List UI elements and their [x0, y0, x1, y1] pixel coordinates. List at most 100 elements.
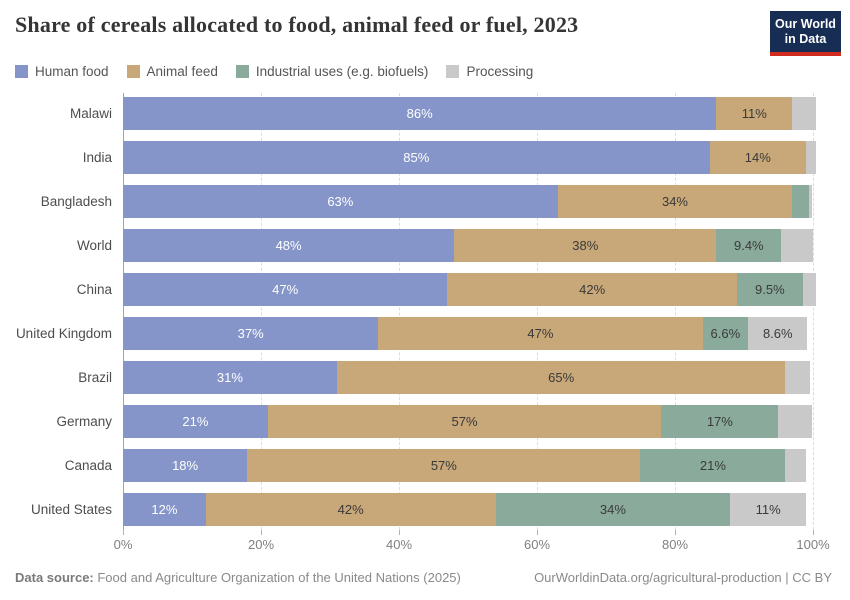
row-label-brazil[interactable]: Brazil	[78, 370, 112, 385]
bar-segment-processing[interactable]	[806, 141, 817, 174]
bar-row-united-states: 12% 42% 34% 11%	[123, 493, 807, 526]
legend-item-0[interactable]: Human food	[15, 64, 109, 79]
bar-segment-processing[interactable]	[785, 361, 811, 394]
bar-segment-animal[interactable]: 14%	[709, 141, 807, 174]
bar-value-label: 86%	[406, 106, 433, 121]
bar-row-canada: 18% 57% 21%	[123, 449, 807, 482]
bar-segment-processing[interactable]: 11%	[730, 493, 807, 526]
bar-segment-human[interactable]: 48%	[123, 229, 455, 262]
bar-segment-animal[interactable]: 57%	[267, 405, 662, 438]
bar-segment-industrial[interactable]: 9.5%	[737, 273, 803, 306]
footer: Data source: Food and Agriculture Organi…	[15, 570, 832, 585]
axis-tick-label: 0%	[113, 537, 133, 552]
bar-value-label: 17%	[706, 414, 733, 429]
bar-segment-processing[interactable]	[792, 97, 817, 130]
bar-row-germany: 21% 57% 17%	[123, 405, 812, 438]
bar-segment-processing[interactable]	[802, 273, 817, 306]
legend-item-label: Industrial uses (e.g. biofuels)	[255, 64, 429, 79]
bar-row-malawi: 86% 11%	[123, 97, 817, 130]
row-label-world[interactable]: World	[76, 238, 112, 253]
bar-segment-processing[interactable]	[808, 185, 813, 218]
legend-item-2[interactable]: Industrial uses (e.g. biofuels)	[235, 64, 429, 79]
row-label-india[interactable]: India	[82, 150, 112, 165]
axis-tick	[813, 530, 814, 535]
row-label-china[interactable]: China	[76, 282, 112, 297]
data-source: Data source: Food and Agriculture Organi…	[15, 570, 461, 585]
bar-segment-industrial[interactable]: 17%	[661, 405, 779, 438]
bar-value-label: 42%	[579, 282, 606, 297]
owid-link[interactable]: OurWorldinData.org/agricultural-producti…	[534, 570, 832, 585]
bar-segment-industrial[interactable]: 21%	[640, 449, 786, 482]
bar-segment-human[interactable]: 31%	[123, 361, 337, 394]
row-label-united-states[interactable]: United States	[30, 502, 112, 517]
legend-item-label: Animal feed	[146, 64, 218, 79]
bar-segment-human[interactable]: 63%	[123, 185, 558, 218]
bar-row-bangladesh: 63% 34%	[123, 185, 813, 218]
bar-value-label: 12%	[151, 502, 178, 517]
row-label-germany[interactable]: Germany	[56, 414, 112, 429]
bar-segment-human[interactable]: 47%	[123, 273, 448, 306]
bar-segment-animal[interactable]: 42%	[447, 273, 738, 306]
legend-swatch-icon	[126, 65, 140, 78]
bar-segment-animal[interactable]: 34%	[557, 185, 793, 218]
axis-tick	[399, 530, 400, 535]
owid-logo[interactable]: Our World in Data	[770, 11, 841, 56]
bar-value-label: 18%	[172, 458, 199, 473]
bar-segment-human[interactable]: 85%	[123, 141, 710, 174]
bar-value-label: 37%	[237, 326, 264, 341]
row-label-united-kingdom[interactable]: United Kingdom	[15, 326, 112, 341]
bar-value-label: 21%	[699, 458, 726, 473]
bar-segment-animal[interactable]: 47%	[378, 317, 703, 350]
row-label-malawi[interactable]: Malawi	[69, 106, 112, 121]
bar-segment-animal[interactable]: 57%	[247, 449, 641, 482]
axis-tick-label: 100%	[796, 537, 830, 552]
bar-segment-processing[interactable]	[781, 229, 813, 262]
bar-value-label: 9.4%	[733, 238, 764, 253]
axis-tick	[261, 530, 262, 535]
bar-value-label: 57%	[451, 414, 478, 429]
bar-segment-processing[interactable]: 8.6%	[748, 317, 808, 350]
legend-item-3[interactable]: Processing	[446, 64, 533, 79]
plot-area: 86% 11% 85% 14% 63% 34% 48% 38% 9.4% 47% 42% 9.5% 37…	[123, 93, 817, 530]
row-label-bangladesh[interactable]: Bangladesh	[40, 194, 112, 209]
bar-segment-animal[interactable]: 42%	[205, 493, 496, 526]
bar-segment-industrial[interactable]	[792, 185, 809, 218]
legend-swatch-icon	[235, 65, 249, 78]
axis-tick-label: 20%	[247, 537, 275, 552]
axis-tick	[537, 530, 538, 535]
legend-item-1[interactable]: Animal feed	[126, 64, 218, 79]
legend-item-label: Human food	[35, 64, 109, 79]
gridline	[261, 93, 262, 530]
bar-segment-industrial[interactable]: 6.6%	[702, 317, 749, 350]
bar-segment-human[interactable]: 12%	[123, 493, 206, 526]
bar-value-label: 57%	[430, 458, 457, 473]
gridline	[675, 93, 676, 530]
bar-segment-human[interactable]: 37%	[123, 317, 379, 350]
bar-value-label: 38%	[572, 238, 599, 253]
bar-segment-processing[interactable]	[785, 449, 807, 482]
bar-segment-industrial[interactable]: 9.4%	[716, 229, 782, 262]
bar-value-label: 47%	[272, 282, 299, 297]
bar-segment-human[interactable]: 18%	[123, 449, 248, 482]
bar-value-label: 21%	[182, 414, 209, 429]
bar-value-label: 47%	[527, 326, 554, 341]
axis-tick	[675, 530, 676, 535]
row-label-canada[interactable]: Canada	[64, 458, 112, 473]
bar-value-label: 65%	[548, 370, 575, 385]
bar-segment-animal[interactable]: 11%	[716, 97, 793, 130]
bar-segment-animal[interactable]: 38%	[454, 229, 717, 262]
bar-row-world: 48% 38% 9.4%	[123, 229, 813, 262]
bar-value-label: 9.5%	[755, 282, 785, 297]
bar-segment-human[interactable]: 21%	[123, 405, 268, 438]
data-source-text: Food and Agriculture Organization of the…	[93, 570, 461, 585]
bar-row-united-kingdom: 37% 47% 6.6% 8.6%	[123, 317, 808, 350]
bar-segment-animal[interactable]: 65%	[336, 361, 786, 394]
bar-row-india: 85% 14%	[123, 141, 817, 174]
bar-segment-industrial[interactable]: 34%	[495, 493, 731, 526]
legend-item-label: Processing	[466, 64, 534, 79]
chart-area: Malawi India Bangladesh World China United Ki…	[0, 93, 850, 530]
axis-tick	[123, 530, 124, 535]
bar-segment-processing[interactable]	[778, 405, 812, 438]
gridline	[813, 93, 814, 530]
bar-segment-human[interactable]: 86%	[123, 97, 717, 130]
